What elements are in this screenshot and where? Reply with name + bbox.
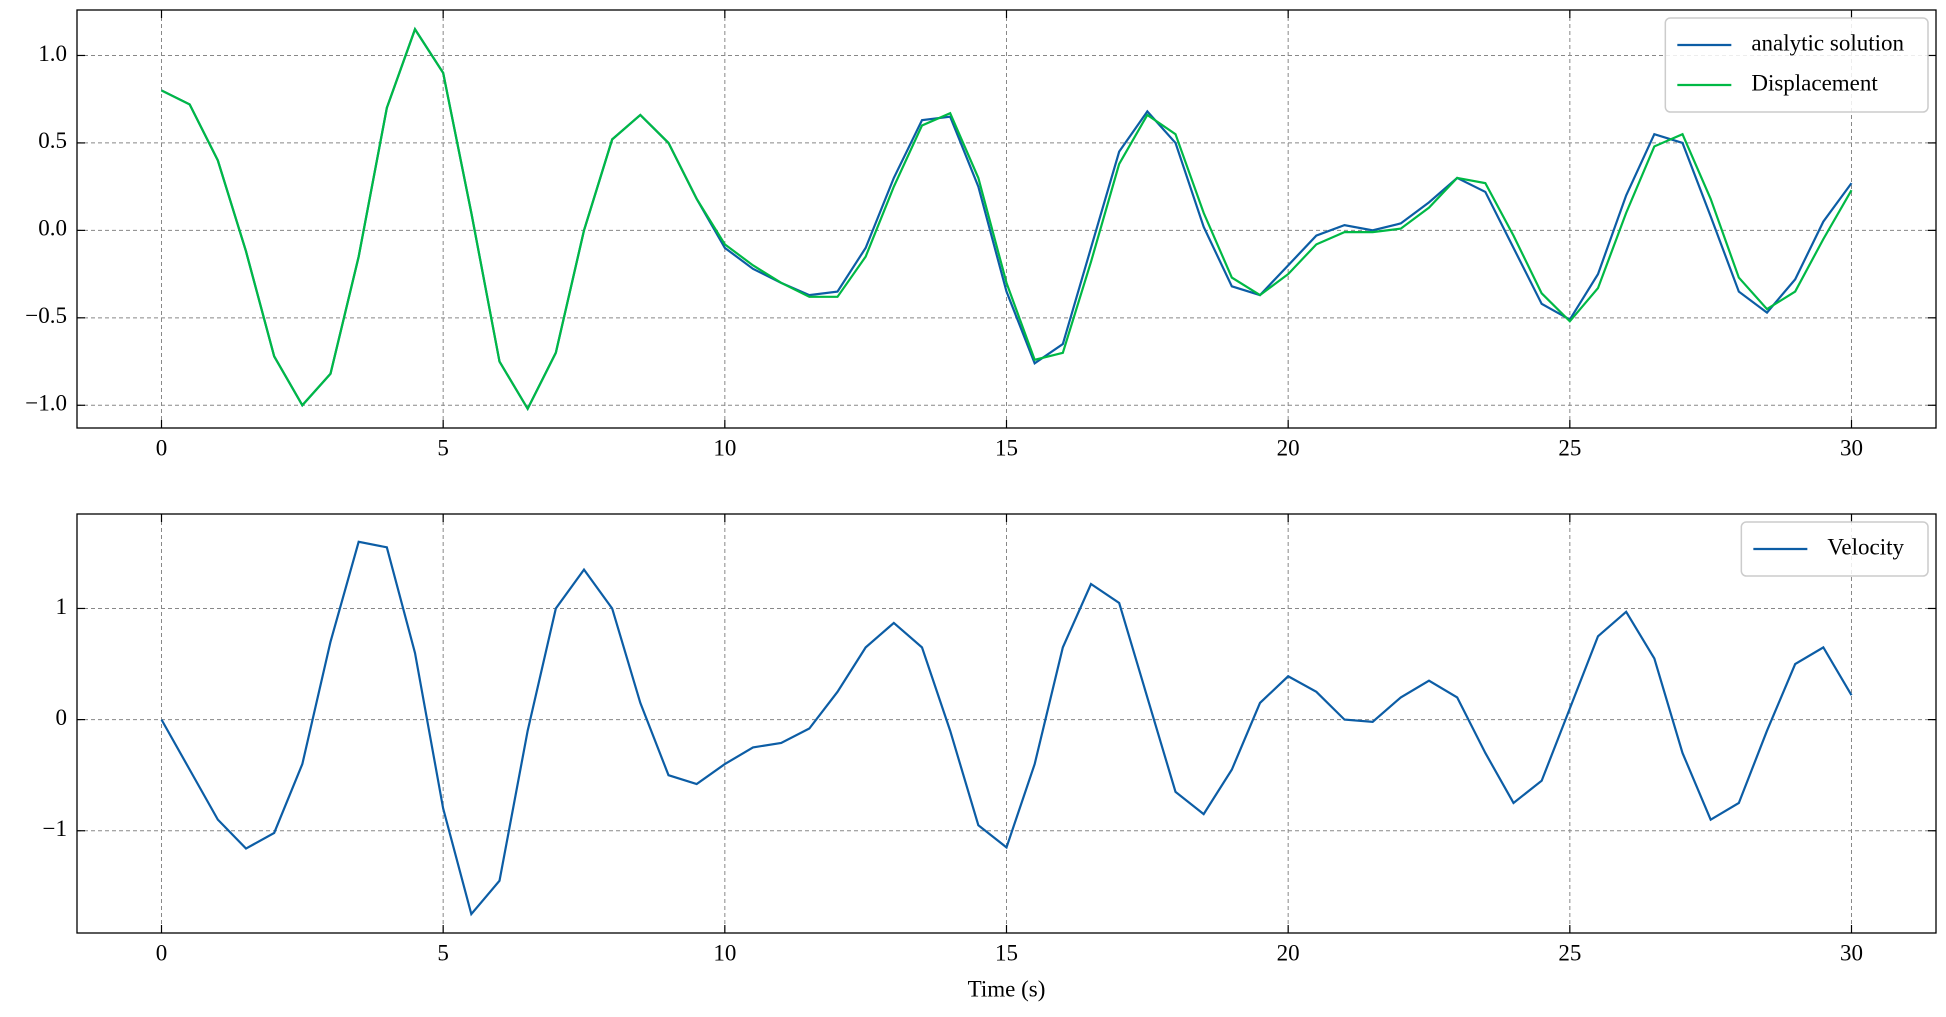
x-tick-label: 15 [995, 435, 1018, 460]
x-tick-label: 10 [713, 435, 736, 460]
y-tick-label: −1 [43, 816, 67, 841]
x-axis-label: Time (s) [968, 976, 1046, 1001]
y-tick-label: 0 [56, 705, 68, 730]
series-line [161, 26, 1853, 412]
x-tick-label: 10 [713, 940, 736, 965]
y-tick-label: 1 [56, 594, 68, 619]
y-tick-label: −0.5 [25, 303, 67, 328]
y-tick-label: −1.0 [25, 391, 67, 416]
series-line [161, 26, 1853, 412]
series-line [160, 540, 1853, 917]
x-tick-label: 30 [1840, 940, 1863, 965]
x-tick-label: 20 [1277, 435, 1300, 460]
y-tick-label: 1.0 [38, 41, 67, 66]
x-tick-label: 30 [1840, 435, 1863, 460]
x-tick-label: 25 [1558, 940, 1581, 965]
y-tick-label: 0.0 [38, 216, 67, 241]
legend: analytic solution Displacement [1664, 17, 1929, 113]
axes-frame [76, 513, 1937, 934]
legend-box [1664, 17, 1929, 113]
x-tick-label: 15 [995, 940, 1018, 965]
legend: Velocity [1740, 521, 1929, 577]
x-tick-label: 25 [1558, 435, 1581, 460]
legend-label: Displacement [1751, 70, 1878, 95]
y-tick-label: 0.5 [38, 128, 67, 153]
legend-box [1740, 521, 1929, 577]
x-tick-label: 5 [437, 435, 449, 460]
x-tick-label: 20 [1277, 940, 1300, 965]
x-tick-label: 0 [156, 435, 168, 460]
legend-label: Velocity [1827, 534, 1904, 559]
axes-frame [76, 9, 1937, 429]
x-tick-label: 0 [156, 940, 168, 965]
legend-label: analytic solution [1751, 30, 1904, 55]
x-tick-label: 5 [437, 940, 449, 965]
